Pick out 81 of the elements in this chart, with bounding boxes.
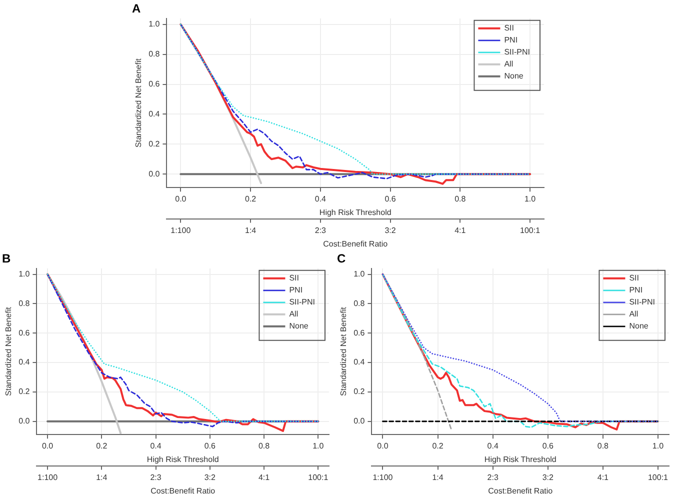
y-tick-label: 1.0 [148, 20, 160, 29]
x-tick-label: 0.8 [597, 442, 610, 451]
text: 2:3 [487, 472, 499, 482]
x-tick-label: 0.2 [432, 442, 444, 451]
legend-label: None [289, 322, 309, 331]
x2-axis-title: Cost:Benefit Ratio [323, 239, 388, 248]
text: 1:100 [372, 472, 394, 482]
y-tick-label: 0.0 [18, 416, 30, 426]
text: 2:3 [314, 226, 327, 235]
x2-axis-title: Cost:Benefit Ratio [488, 486, 554, 496]
legend-label: SII-PNI [629, 298, 655, 307]
y-tick-label: 0.8 [18, 298, 30, 308]
y-axis-title: Standardized Net Benefit [134, 58, 144, 148]
legend-label: None [629, 322, 649, 331]
y-tick-label: 1.0 [354, 269, 366, 278]
y-axis-title: Standardized Net Benefit [4, 306, 14, 396]
x-tick-label: 0.8 [258, 442, 270, 451]
line-series [382, 274, 452, 431]
text: 3:2 [542, 472, 554, 482]
legend-label: SII-PNI [289, 298, 315, 307]
text: 3:2 [204, 472, 216, 482]
y-tick-label: 0.6 [18, 328, 30, 338]
text: 1:100 [170, 226, 192, 235]
y-tick-label: 0.8 [148, 50, 160, 59]
chart-title: A [132, 2, 141, 16]
legend-label: All [289, 310, 298, 319]
legend-label: All [629, 310, 638, 319]
text: 4:1 [258, 472, 270, 482]
legend-label: SII-PNI [504, 48, 530, 57]
text: 4:1 [597, 472, 610, 482]
x-tick-label: 0.6 [204, 442, 216, 451]
x2-axis-title: Cost:Benefit Ratio [150, 486, 216, 496]
y-tick-label: 0.6 [148, 79, 160, 88]
x-tick-label: 0.0 [377, 442, 389, 451]
text: 100:1 [308, 472, 329, 482]
y-tick-label: 0.2 [18, 387, 30, 396]
y-tick-label: 1.0 [18, 269, 30, 278]
y-axis-title: Standardized Net Benefit [339, 306, 348, 396]
legend-label: All [504, 60, 514, 69]
x-tick-label: 0.4 [487, 442, 499, 451]
text: 100:1 [520, 226, 541, 235]
x-axis-title: High Risk Threshold [319, 208, 392, 218]
x-axis-title: High Risk Threshold [484, 455, 556, 464]
text: 2:3 [150, 472, 162, 482]
x-tick-label: 0.6 [542, 442, 554, 451]
legend-label: PNI [504, 36, 518, 45]
y-tick-label: 0.2 [148, 139, 160, 148]
text: 1:4 [96, 472, 108, 482]
text: 1:4 [245, 226, 257, 235]
x-tick-label: 0.0 [42, 442, 54, 451]
x-axis-title: High Risk Threshold [146, 455, 219, 464]
legend-label: SII [504, 24, 514, 33]
x-tick-label: 0.2 [245, 194, 257, 204]
legend-label: SII [289, 274, 299, 283]
y-tick-label: 0.8 [354, 298, 366, 308]
y-tick-label: 0.4 [18, 358, 30, 367]
x-tick-label: 1.0 [524, 194, 536, 204]
text: 1:4 [432, 472, 444, 482]
y-tick-label: 0.4 [354, 358, 366, 367]
y-tick-label: 0.6 [354, 328, 366, 338]
chart-title: C [337, 252, 346, 266]
legend-label: PNI [289, 286, 303, 295]
x-tick-label: 0.2 [96, 442, 108, 451]
legend-label: PNI [629, 286, 643, 295]
legend-label: SII [629, 274, 639, 283]
chart-title: B [2, 252, 11, 266]
y-tick-label: 0.2 [354, 387, 366, 396]
legend-label: None [504, 72, 524, 81]
text: 100:1 [648, 472, 669, 482]
x-tick-label: 0.6 [384, 194, 396, 204]
y-tick-label: 0.0 [148, 169, 160, 178]
x-tick-label: 0.0 [175, 194, 187, 204]
y-tick-label: 0.4 [148, 109, 160, 118]
x-tick-label: 0.4 [314, 194, 327, 204]
text: 3:2 [384, 226, 396, 235]
text: 1:100 [38, 472, 58, 482]
y-tick-label: 0.0 [354, 416, 366, 426]
text: 4:1 [454, 226, 466, 235]
x-tick-label: 0.8 [454, 194, 466, 204]
x-tick-label: 1.0 [652, 442, 664, 451]
x-tick-label: 1.0 [312, 442, 324, 451]
